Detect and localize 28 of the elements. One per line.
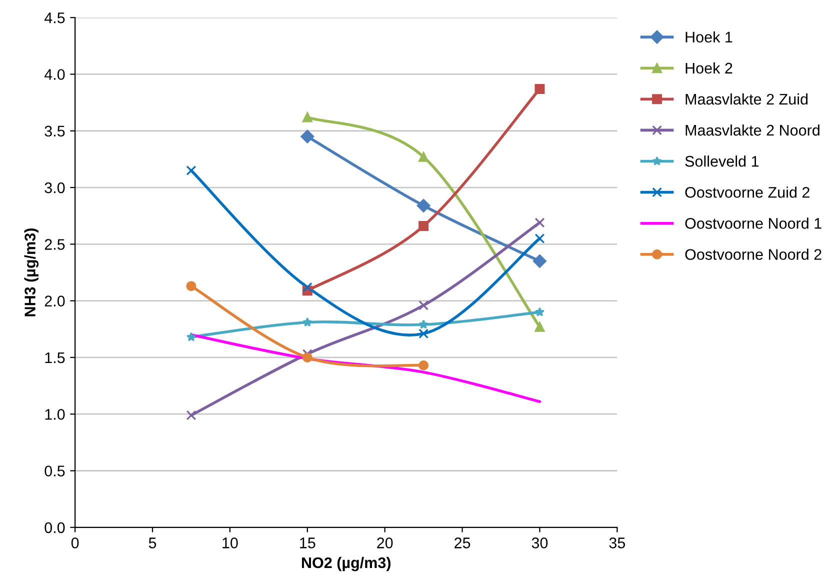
- y-tick-label: 4.5: [44, 12, 65, 24]
- y-tick-label: 1.0: [45, 408, 65, 420]
- x-tick-label: 30: [532, 538, 548, 548]
- y-tick-label: 0.5: [44, 466, 65, 476]
- x-tick-label: 25: [454, 538, 470, 548]
- legend-label: Solleveld 1: [685, 156, 759, 167]
- x-axis-title: NO2 (µg/m3): [302, 556, 390, 572]
- legend-label: Oostvoorne Noord 1: [685, 218, 822, 229]
- legend-label: Hoek 2: [686, 62, 732, 74]
- x-tick-label: 20: [377, 538, 393, 548]
- x-tick-label: 35: [609, 538, 626, 548]
- y-tick-label: 1.5: [45, 352, 65, 364]
- y-tick-label: 2.0: [44, 296, 65, 306]
- x-tick-label: 15: [300, 538, 316, 548]
- y-tick-label: 3.0: [44, 182, 65, 194]
- legend-label: Maasvlakte 2 Noord: [686, 124, 820, 136]
- y-tick-label: 3.5: [44, 126, 65, 137]
- legend-label: Maasvlakte 2 Zuid: [686, 93, 808, 105]
- x-tick-label: 5: [148, 538, 156, 548]
- y-tick-label: 2.5: [44, 239, 65, 250]
- x-tick-label: 10: [222, 538, 238, 548]
- legend-label: Oostvoorne Noord 2: [685, 248, 822, 260]
- legend-label: Hoek 1: [686, 31, 732, 43]
- y-tick-label: 4.0: [44, 69, 65, 80]
- y-tick-label: 0.0: [44, 522, 65, 534]
- legend-label: Oostvoorne Zuid 2: [685, 186, 810, 198]
- x-tick-label: 0: [71, 538, 79, 548]
- y-axis-title: NH3 (µg/m3): [24, 228, 39, 316]
